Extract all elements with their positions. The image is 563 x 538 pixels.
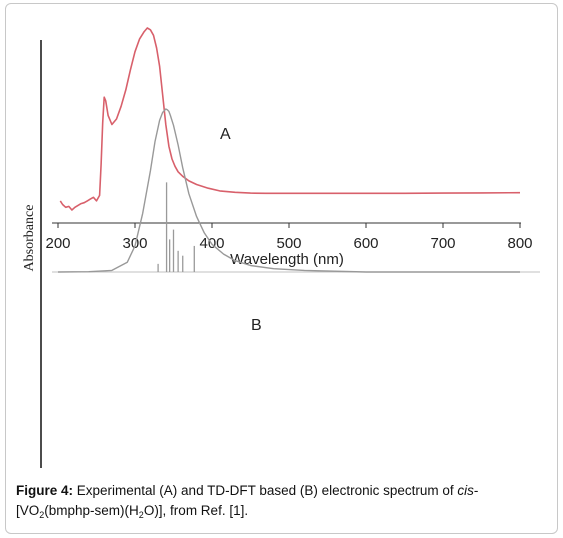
- caption-text-5: O)], from Ref. [1].: [143, 503, 249, 518]
- series-a-group: [59, 27, 521, 211]
- caption-text-4: (bmphp-sem)(H: [44, 503, 139, 518]
- series-a-line: [59, 27, 521, 211]
- x-tick-label: 600: [353, 235, 378, 252]
- caption-italic: cis: [457, 483, 474, 498]
- y-axis-title: Absorbance: [22, 205, 37, 272]
- series-b-line: [57, 108, 520, 273]
- caption-text-2: -: [473, 483, 479, 498]
- caption-text-3: [VO: [16, 503, 40, 518]
- panel-label-a: A: [220, 126, 231, 143]
- panel-label-b: B: [251, 317, 262, 334]
- x-tick-label: 700: [430, 235, 455, 252]
- x-axis-ticks: 200 300 400 500 600 700 800: [45, 223, 533, 252]
- x-tick-label: 200: [45, 235, 70, 252]
- caption-sub-2: 2: [138, 510, 144, 520]
- series-b-group: [57, 108, 520, 273]
- figure-caption: Figure 4: Experimental (A) and TD-DFT ba…: [16, 481, 551, 525]
- x-tick-label: 500: [276, 235, 301, 252]
- caption-text-1: Experimental (A) and TD-DFT based (B) el…: [73, 483, 458, 498]
- x-tick-label: 800: [507, 235, 532, 252]
- caption-figure-label: Figure 4:: [16, 483, 74, 498]
- caption-sub-1: 2: [39, 510, 45, 520]
- x-axis-title: Wavelength (nm): [230, 251, 344, 268]
